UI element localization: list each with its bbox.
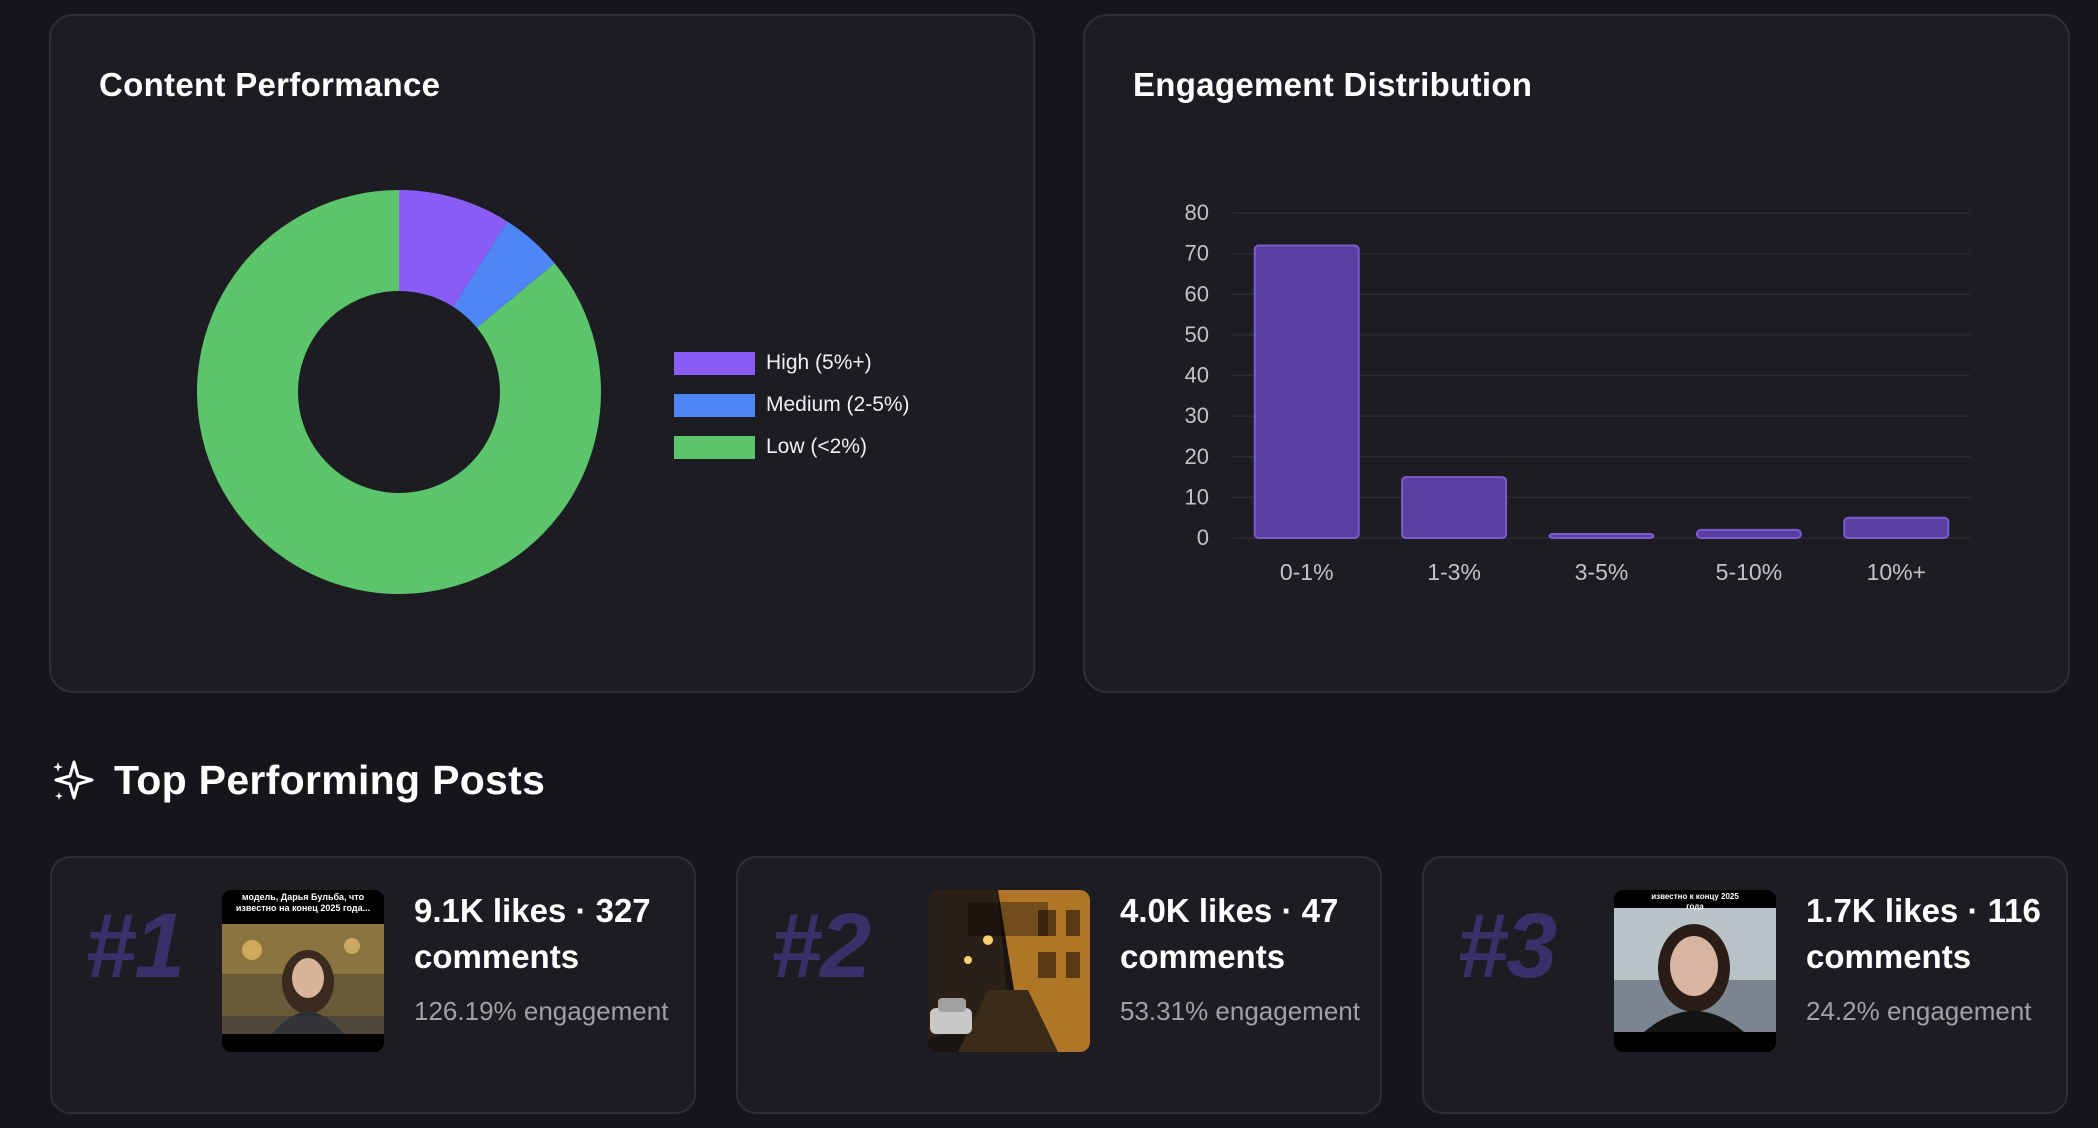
donut-slice-medium[interactable] bbox=[453, 221, 555, 328]
x-tick-label: 10%+ bbox=[1867, 559, 1926, 585]
post-card-2[interactable]: #2 4.0K likes · 47 comments 53.31% engag… bbox=[736, 856, 1382, 1114]
legend-label-low: Low (<2%) bbox=[766, 435, 867, 458]
top-posts-heading: Top Performing Posts bbox=[50, 756, 545, 804]
y-tick-label: 20 bbox=[1185, 444, 1209, 469]
y-tick-label: 80 bbox=[1185, 200, 1209, 225]
post-thumbnail-image bbox=[222, 890, 384, 1052]
post-thumbnail-caption: известно к концу 2025 года bbox=[1651, 892, 1739, 911]
post-info: 9.1K likes · 327 comments 126.19% engage… bbox=[414, 888, 674, 1030]
post-rank: #1 bbox=[85, 895, 185, 997]
content-performance-title: Content Performance bbox=[99, 66, 441, 103]
post-engagement: 24.2% engagement bbox=[1806, 996, 2032, 1026]
bar-10%+[interactable] bbox=[1843, 516, 1950, 539]
legend-item-medium[interactable]: Medium (2-5%) bbox=[674, 384, 910, 426]
donut-chart bbox=[197, 190, 601, 594]
legend-label-medium: Medium (2-5%) bbox=[766, 393, 910, 416]
y-tick-label: 0 bbox=[1197, 525, 1209, 550]
content-performance-card: Content Performance High (5%+) Medium (2… bbox=[49, 14, 1035, 693]
legend-swatch-low bbox=[674, 435, 755, 459]
bar-chart: 0 10 20 30 40 50 60 70 80 0-1% 1-3% 3-5% 5-10% 10%+ bbox=[1185, 200, 1970, 585]
y-tick-label: 50 bbox=[1185, 322, 1209, 347]
post-stats: 1.7K likes · 116 comments bbox=[1806, 892, 2041, 975]
post-card-3[interactable]: #3 известно к концу 2025 года 1.7K likes… bbox=[1422, 856, 2068, 1114]
post-rank: #2 bbox=[771, 895, 871, 997]
bar-3-5%[interactable] bbox=[1548, 532, 1655, 539]
top-posts-title: Top Performing Posts bbox=[114, 756, 546, 803]
engagement-distribution-card: Engagement Distribution 0 10 20 30 40 50 60 70 8… bbox=[1083, 14, 2070, 693]
post-rank: #3 bbox=[1457, 895, 1557, 997]
legend-item-high[interactable]: High (5%+) bbox=[674, 342, 910, 384]
post-thumbnail-caption: модель, Дарья Бульба, что известно на ко… bbox=[235, 892, 371, 913]
engagement-distribution-title: Engagement Distribution bbox=[1133, 66, 1533, 103]
bar-0-1%[interactable] bbox=[1253, 244, 1360, 539]
y-tick-label: 70 bbox=[1185, 241, 1209, 266]
x-tick-label: 1-3% bbox=[1427, 559, 1481, 585]
donut-legend: High (5%+) Medium (2-5%) Low (<2%) bbox=[674, 342, 910, 468]
post-engagement: 126.19% engagement bbox=[414, 996, 669, 1026]
bar-1-3%[interactable] bbox=[1401, 476, 1508, 539]
legend-label-high: High (5%+) bbox=[766, 351, 872, 374]
sparkle-icon bbox=[53, 760, 94, 800]
x-tick-label: 3-5% bbox=[1575, 559, 1629, 585]
post-thumbnail-image bbox=[928, 890, 1090, 1052]
donut-slice-low[interactable] bbox=[197, 190, 601, 594]
post-stats: 9.1K likes · 327 comments bbox=[414, 892, 651, 975]
post-card-1[interactable]: #1 модель, Дарья Бульба, что известно на… bbox=[50, 856, 696, 1114]
post-stats: 4.0K likes · 47 comments bbox=[1120, 892, 1339, 975]
x-tick-label: 0-1% bbox=[1280, 559, 1334, 585]
bar-5-10%[interactable] bbox=[1695, 528, 1802, 539]
x-tick-label: 5-10% bbox=[1716, 559, 1782, 585]
post-thumbnail[interactable] bbox=[928, 890, 1090, 1052]
y-tick-label: 60 bbox=[1185, 281, 1209, 306]
legend-item-low[interactable]: Low (<2%) bbox=[674, 426, 910, 468]
donut-slice-high[interactable] bbox=[399, 190, 508, 307]
legend-swatch-medium bbox=[674, 393, 755, 417]
post-thumbnail[interactable]: известно к концу 2025 года bbox=[1614, 890, 1776, 1052]
post-info: 4.0K likes · 47 comments 53.31% engageme… bbox=[1120, 888, 1380, 1030]
y-tick-label: 40 bbox=[1185, 363, 1209, 388]
post-thumbnail-image bbox=[1614, 890, 1776, 1052]
y-tick-label: 10 bbox=[1185, 484, 1209, 509]
post-thumbnail[interactable]: модель, Дарья Бульба, что известно на ко… bbox=[222, 890, 384, 1052]
legend-swatch-high bbox=[674, 351, 755, 375]
post-info: 1.7K likes · 116 comments 24.2% engageme… bbox=[1806, 888, 2066, 1030]
y-tick-label: 30 bbox=[1185, 403, 1209, 428]
post-engagement: 53.31% engagement bbox=[1120, 996, 1360, 1026]
